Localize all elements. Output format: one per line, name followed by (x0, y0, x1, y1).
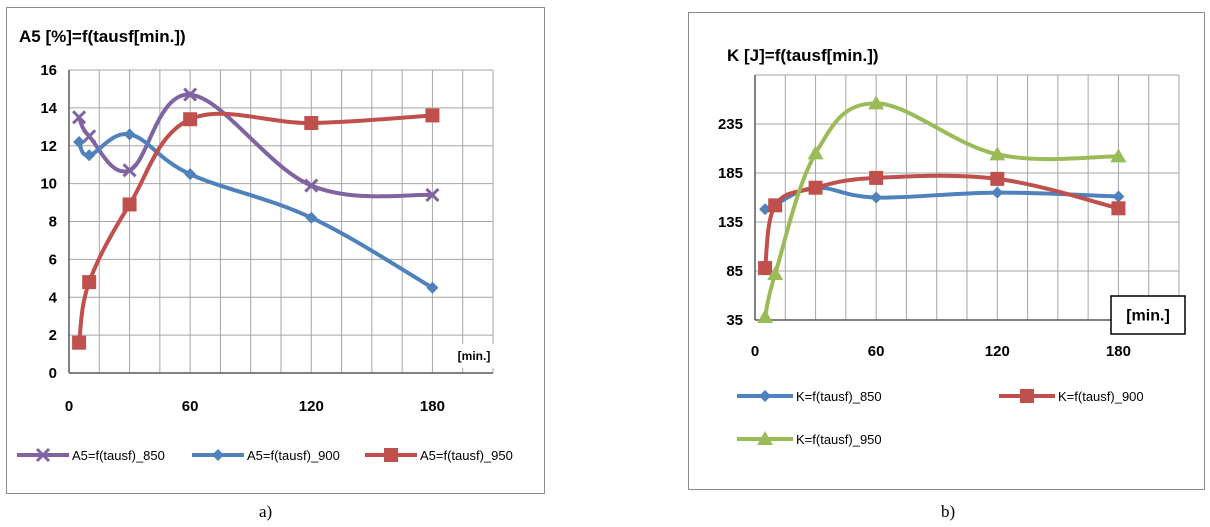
chart-a-data-point (183, 112, 198, 127)
chart-a-legend-marker-0 (35, 447, 51, 463)
chart-b-data-point (757, 309, 774, 324)
chart-a-data-point (425, 187, 440, 203)
chart-a-data-point (82, 275, 97, 290)
chart-b-x-tick-label: 0 (751, 343, 759, 360)
chart-panel-b: K [J]=f(tausf[min.]) 35 85 135 185 235 0 60 120 1… (688, 12, 1205, 490)
chart-b-legend-marker-2 (757, 431, 773, 445)
chart-a-x-tick-label: 120 (299, 398, 324, 415)
chart-b-data-point (808, 180, 823, 195)
chart-b-data-point (768, 198, 783, 213)
chart-a-y-tick-label: 6 (49, 251, 57, 268)
chart-b-data-point (807, 145, 824, 160)
chart-a-data-point (72, 335, 87, 350)
chart-b-legend-label-1: K=f(tausf)_900 (1058, 389, 1144, 404)
chart-a-x-tick-label: 180 (420, 398, 445, 415)
chart-a-legend-marker-1 (212, 449, 224, 461)
chart-b-data-point (990, 171, 1005, 186)
chart-a-data-point (304, 178, 319, 193)
chart-a-data-point (305, 211, 318, 224)
chart-a-data-point (72, 110, 87, 125)
chart-a-y-tick-label: 14 (40, 100, 57, 117)
chart-a-legend-marker-2 (384, 448, 398, 462)
chart-a-y-tick-label: 10 (40, 176, 57, 193)
chart-a-data-point (304, 116, 319, 131)
chart-b-data-point (767, 265, 784, 280)
chart-a-series-line-2 (77, 111, 435, 345)
chart-a-legend-label-1: A5=f(tausf)_900 (247, 448, 340, 463)
chart-a-data-point (83, 149, 96, 162)
chart-a-data-point (82, 129, 97, 144)
chart-b-data-point (870, 191, 883, 204)
chart-b-title: K [J]=f(tausf[min.]) (727, 46, 879, 65)
chart-b-data-point (869, 170, 884, 185)
chart-a-data-point (122, 197, 137, 212)
caption-a: a) (259, 502, 273, 521)
chart-b-data-point (1112, 190, 1125, 203)
chart-b-y-tick-label: 35 (726, 312, 743, 329)
chart-b-x-tick-label: 120 (985, 343, 1010, 360)
chart-b-legend-label-0: K=f(tausf)_850 (796, 389, 882, 404)
chart-b-y-tick-label: 85 (726, 263, 743, 280)
chart-a-legend-label-0: A5=f(tausf)_850 (72, 448, 165, 463)
chart-b-legend-label-2: K=f(tausf)_950 (796, 432, 882, 447)
chart-a-y-tick-label: 16 (40, 62, 57, 79)
chart-b-series-line-2 (763, 101, 1121, 320)
chart-a-y-tick-label: 8 (49, 214, 57, 231)
chart-a-x-tick-label: 0 (65, 398, 73, 415)
chart-b-data-point (868, 95, 885, 110)
chart-a-unit-label: [min.] (458, 349, 491, 363)
chart-a-unit-box (445, 344, 503, 368)
chart-b-y-tick-label: 235 (718, 116, 743, 133)
chart-b-legend-marker-0 (759, 390, 771, 402)
chart-a-y-tick-label: 12 (40, 138, 57, 155)
chart-a-data-point (183, 87, 198, 102)
chart-b-legend-marker-1 (1020, 389, 1034, 403)
chart-a-y-tick-label: 4 (49, 289, 58, 306)
chart-b-data-point (1110, 148, 1127, 163)
chart-b-svg: K [J]=f(tausf[min.]) 35 85 135 185 235 0 60 120 1… (718, 46, 1186, 447)
chart-a-data-point (184, 168, 197, 181)
chart-b-unit-label: [min.] (1126, 308, 1170, 325)
chart-a-data-point (122, 163, 137, 178)
chart-a-title: A5 [%]=f(tausf[min.]) (19, 27, 186, 46)
chart-b-y-tick-label: 135 (718, 214, 743, 231)
chart-a-y-tick-label: 2 (49, 327, 57, 344)
chart-a-x-tick-label: 60 (182, 398, 199, 415)
chart-b-unit-box (1110, 295, 1186, 335)
chart-b-y-tick-label: 185 (718, 165, 743, 182)
chart-b-data-point (758, 261, 773, 276)
chart-a-y-tick-label: 0 (49, 365, 57, 382)
chart-a-data-point (73, 135, 86, 148)
chart-b-data-point (991, 186, 1004, 199)
chart-a-data-point (123, 128, 136, 141)
chart-b-x-tick-label: 180 (1106, 343, 1131, 360)
chart-panel-a: A5 [%]=f(tausf[min.]) 0 2 4 6 8 10 12 14 16 0 60 120… (6, 7, 545, 494)
chart-a-svg: A5 [%]=f(tausf[min.]) 0 2 4 6 8 10 12 14 16 0 60 120… (17, 27, 513, 463)
chart-a-data-point (426, 281, 439, 294)
caption-b: b) (941, 502, 956, 521)
chart-b-x-tick-label: 60 (868, 343, 885, 360)
chart-b-data-point (759, 203, 772, 216)
chart-b-data-point (1111, 201, 1126, 216)
chart-a-data-point (425, 108, 440, 123)
chart-b-data-point (989, 146, 1006, 161)
chart-a-legend-label-2: A5=f(tausf)_950 (420, 448, 513, 463)
